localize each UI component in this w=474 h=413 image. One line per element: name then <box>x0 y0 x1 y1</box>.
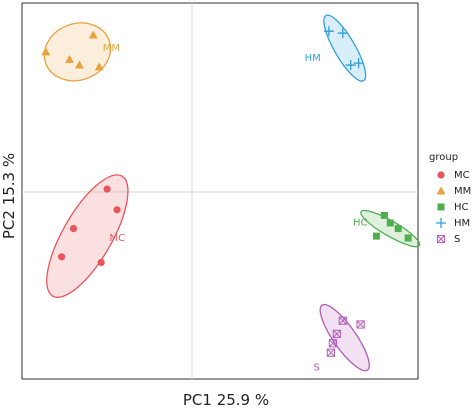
point-mm-5 <box>94 62 104 71</box>
point-hc-5 <box>394 225 402 233</box>
point-mc-3 <box>97 258 105 267</box>
point-hm-1 <box>323 26 334 37</box>
point-s-5 <box>328 339 337 348</box>
point-mc-1 <box>113 206 121 214</box>
point-s-2 <box>356 320 365 329</box>
group-label-hc: HC <box>353 218 368 229</box>
legend-label-mm: MM <box>454 186 471 197</box>
point-hc-2 <box>386 219 394 227</box>
legend-label-s: S <box>454 234 460 245</box>
point-mm-4 <box>74 60 84 69</box>
x-axis-title: PC1 25.9 % <box>183 391 269 409</box>
point-hm-2 <box>337 28 348 39</box>
data-points <box>41 26 412 357</box>
group-label-mm: MM <box>103 43 120 54</box>
point-mm-3 <box>41 47 51 56</box>
legend-key-hc <box>437 203 445 211</box>
point-mc-2 <box>69 225 78 233</box>
point-hc-1 <box>380 211 388 219</box>
legend: group MC MM HC HM S <box>429 152 471 245</box>
ellipse-mc <box>46 174 129 299</box>
ellipse-s <box>319 303 370 372</box>
point-s-3 <box>332 329 341 338</box>
point-hm-4 <box>353 58 364 69</box>
legend-key-s <box>436 234 446 244</box>
legend-item-hc: HC <box>437 202 469 213</box>
legend-label-hc: HC <box>454 202 469 213</box>
group-label-s: S <box>314 363 320 374</box>
legend-key-hm <box>436 218 446 228</box>
point-s-1 <box>338 316 347 325</box>
point-mm-2 <box>88 30 98 39</box>
point-mc-5 <box>103 185 111 193</box>
legend-label-hm: HM <box>454 218 470 229</box>
legend-item-mm: MM <box>436 186 471 197</box>
point-mm-1 <box>65 54 75 63</box>
legend-key-mc <box>437 171 445 179</box>
point-hm-3 <box>345 60 356 71</box>
legend-item-mc: MC <box>437 170 470 181</box>
legend-title: group <box>429 152 458 163</box>
point-s-4 <box>326 348 335 357</box>
group-label-mc: MC <box>110 233 126 244</box>
legend-item-hm: HM <box>436 218 470 229</box>
point-hc-3 <box>372 232 380 240</box>
group-labels: MC MM HC HM S <box>103 43 368 374</box>
point-mc-4 <box>58 253 66 261</box>
legend-item-s: S <box>436 234 460 245</box>
point-hc-4 <box>404 234 412 242</box>
legend-key-mm <box>436 186 446 195</box>
legend-label-mc: MC <box>454 170 470 181</box>
group-label-hm: HM <box>305 53 321 64</box>
y-axis-title: PC2 15.3 % <box>0 153 18 239</box>
